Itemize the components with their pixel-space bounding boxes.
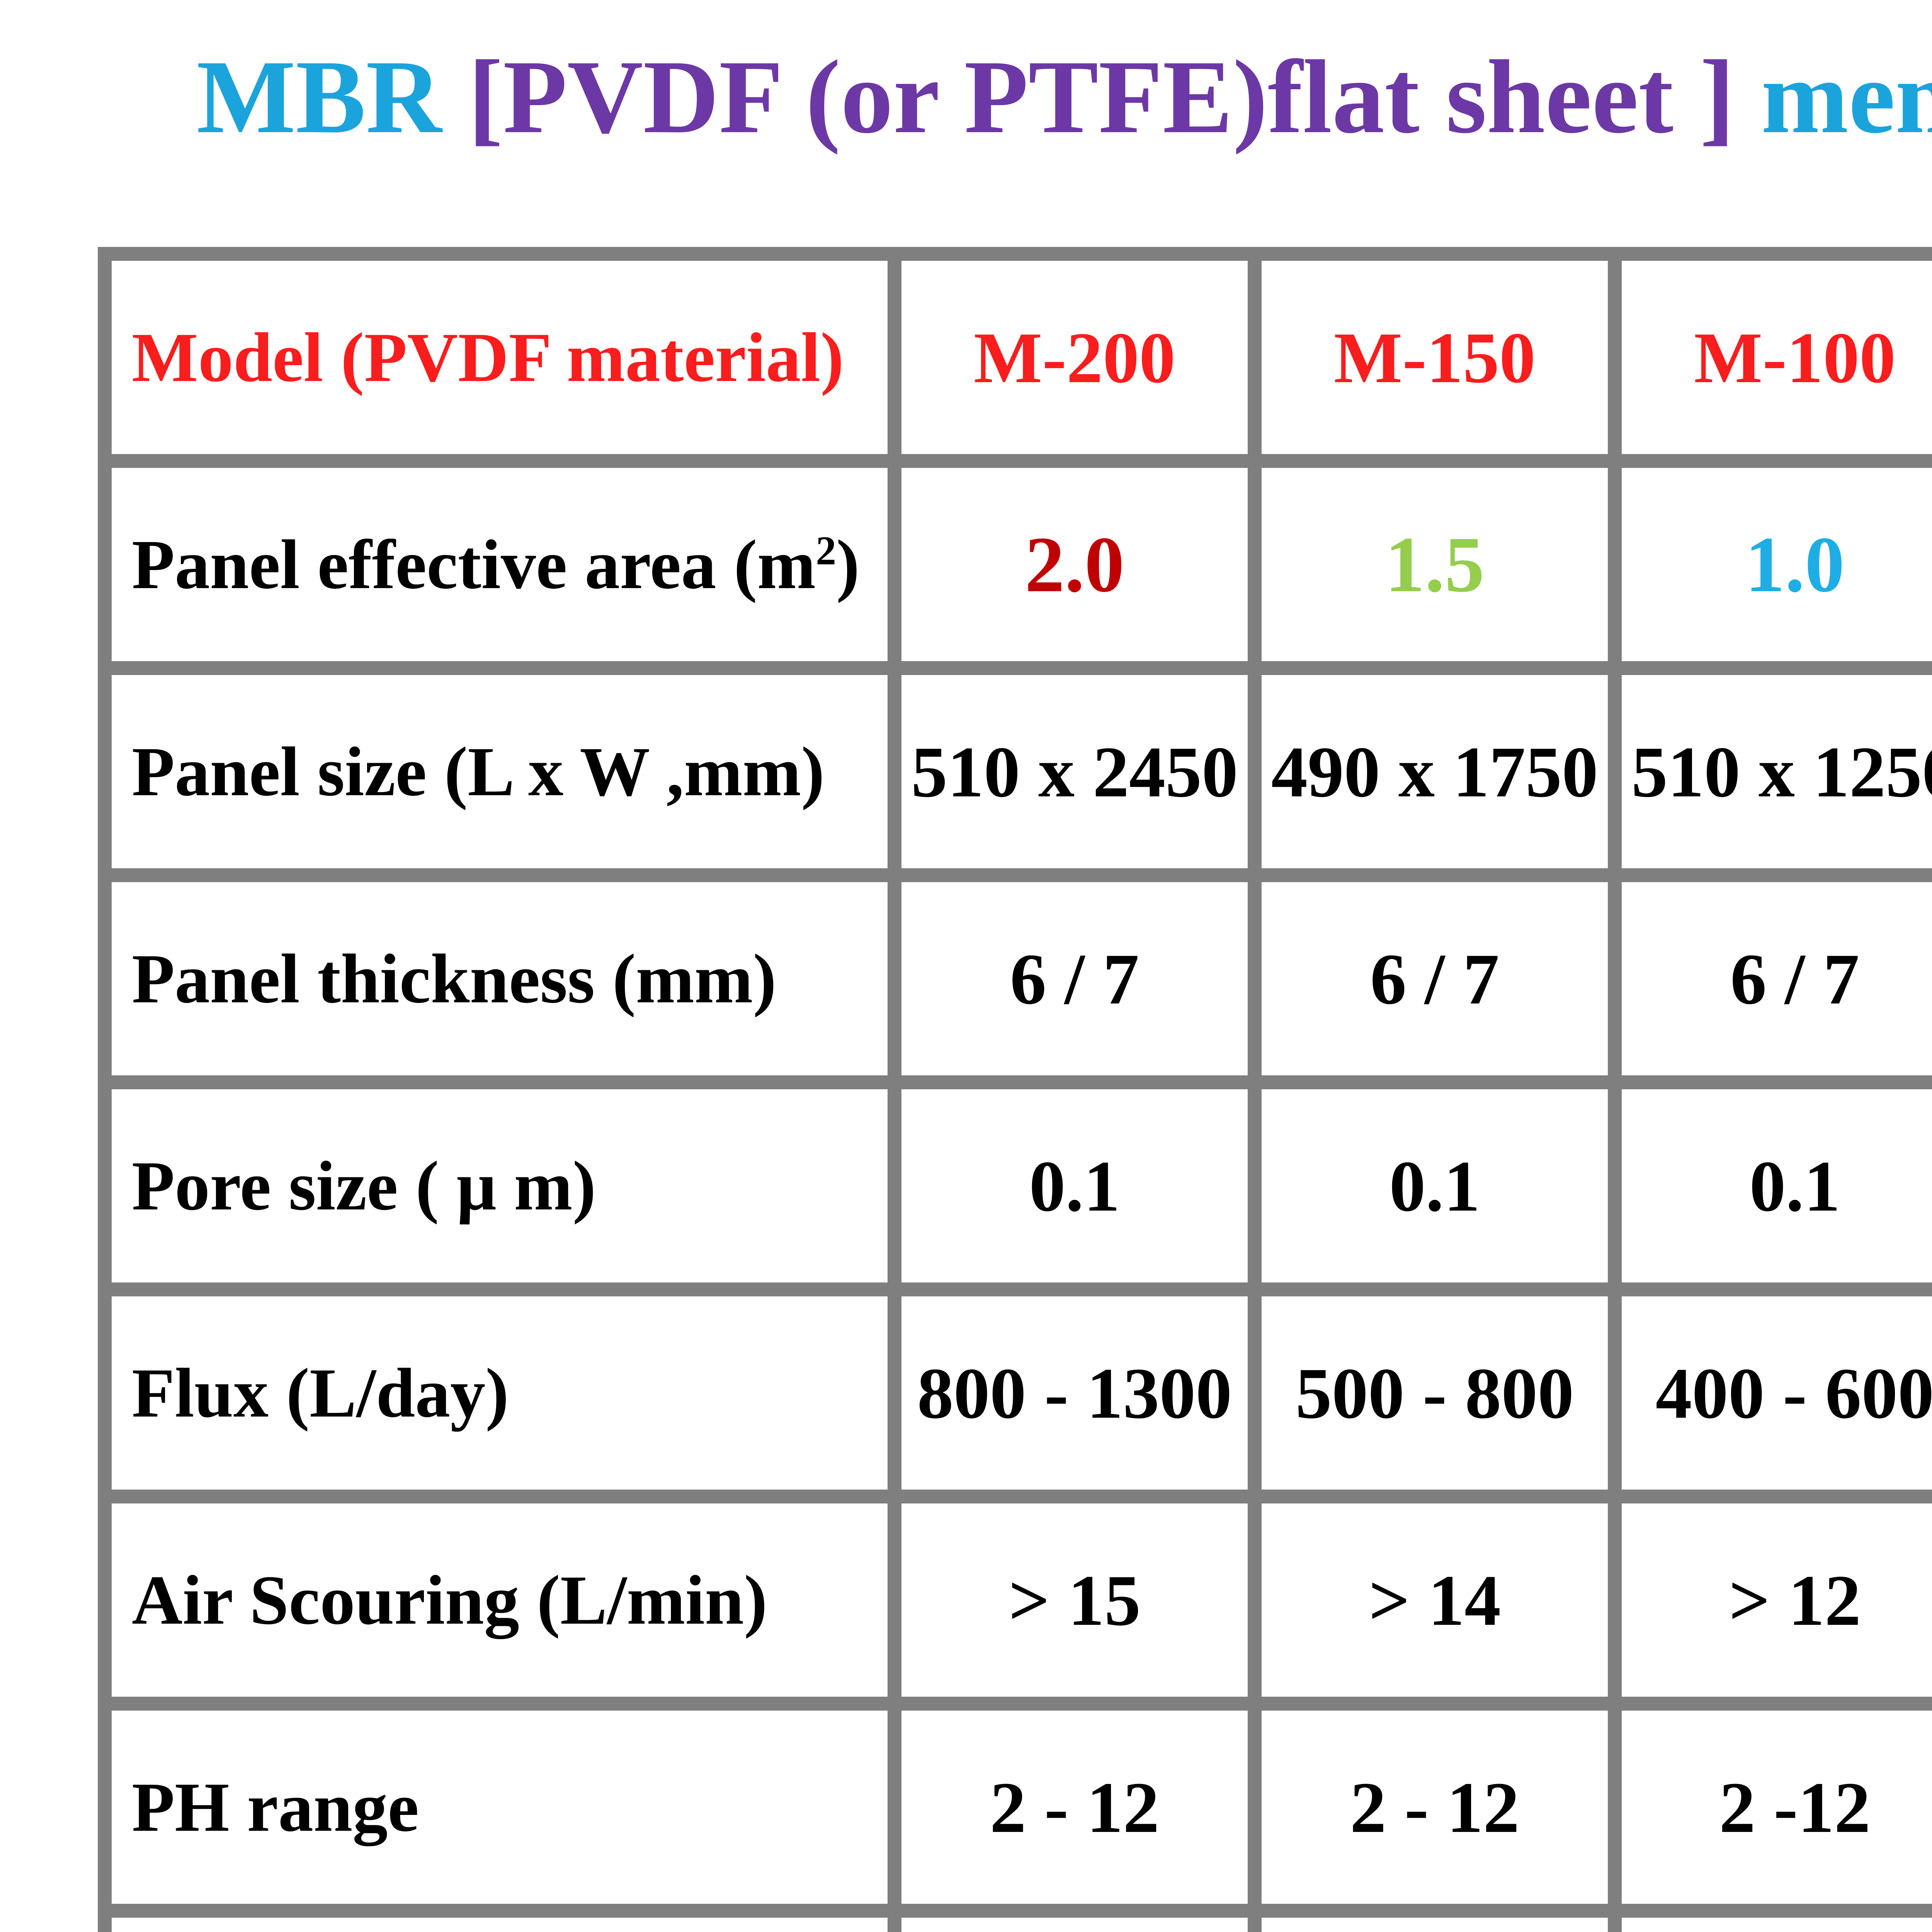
row-flux-label: Flux (L/day) xyxy=(98,1282,901,1504)
cell-size-m150: 490 x 1750 xyxy=(1248,661,1622,883)
cell-pore-m100: 0.1 xyxy=(1608,1075,1932,1297)
row-ph-range-label: PH range xyxy=(98,1697,901,1918)
row-effective-area-label-sup: 2 xyxy=(816,528,837,573)
cell-air-m100: > 12 xyxy=(1608,1490,1932,1711)
header-model-label: Model (PVDF material) xyxy=(98,247,901,468)
spec-table: Model (PVDF material) M-200 M-150 M-100 … xyxy=(98,247,1932,1932)
table-row-ph-range: PH range 2 - 12 2 - 12 2 -12 2 - 12 2 - … xyxy=(98,1697,1932,1918)
cell-air-m150: > 14 xyxy=(1248,1490,1622,1711)
title-mbr: MBR xyxy=(196,39,468,155)
table-row-pore-size: Pore size ( μ m) 0.1 0.1 0.1 0.1 0.1 xyxy=(98,1075,1932,1297)
row-pore-size-label: Pore size ( μ m) xyxy=(98,1075,901,1297)
cell-ntu-m100: < 1 xyxy=(1608,1904,1932,1932)
cell-flux-m100: 400 - 600 xyxy=(1608,1282,1932,1504)
cell-area-m100: 1.0 xyxy=(1608,454,1932,675)
cell-thickness-m100: 6 / 7 xyxy=(1608,868,1932,1090)
header-model-m200: M-200 xyxy=(888,247,1262,468)
row-effective-area-label-pre: Panel effective area (m xyxy=(132,526,816,604)
cell-air-m200: > 15 xyxy=(888,1490,1262,1711)
cell-pore-m150: 0.1 xyxy=(1248,1075,1622,1297)
page-title: MBR [PVDF (or PTFE)flat sheet ] membrane… xyxy=(0,34,1932,160)
header-model-m150: M-150 xyxy=(1248,247,1622,468)
title-bracket-segment: [PVDF (or PTFE)flat sheet ] xyxy=(468,39,1735,155)
cell-area-m200: 2.0 xyxy=(888,454,1262,675)
table-row-panel-size: Panel size (L x W ,mm) 510 x 2450 490 x … xyxy=(98,661,1932,883)
cell-thickness-m200: 6 / 7 xyxy=(888,868,1262,1090)
cell-ph-m200: 2 - 12 xyxy=(888,1697,1262,1918)
row-air-scouring-label: Air Scouring (L/min) xyxy=(98,1490,901,1711)
row-effective-area-label-post: ) xyxy=(836,526,860,604)
header-model-m100: M-100 xyxy=(1608,247,1932,468)
table-row-outlet-ntu: Outlet (NTU) < 1 < 1 < 1 <1 < 1 xyxy=(98,1904,1932,1932)
cell-ph-m100: 2 -12 xyxy=(1608,1697,1932,1918)
cell-ntu-m200: < 1 xyxy=(888,1904,1262,1932)
cell-ntu-m150: < 1 xyxy=(1248,1904,1622,1932)
row-effective-area-label: Panel effective area (m2) xyxy=(98,454,901,675)
row-thickness-label: Panel thickness (mm) xyxy=(98,868,901,1090)
table-row-thickness: Panel thickness (mm) 6 / 7 6 / 7 6 / 7 7… xyxy=(98,868,1932,1090)
cell-flux-m200: 800 - 1300 xyxy=(888,1282,1262,1504)
table-row-header: Model (PVDF material) M-200 M-150 M-100 … xyxy=(98,247,1932,468)
cell-pore-m200: 0.1 xyxy=(888,1075,1262,1297)
row-panel-size-label: Panel size (L x W ,mm) xyxy=(98,661,901,883)
table-row-air-scouring: Air Scouring (L/min) > 15 > 14 > 12 > 10… xyxy=(98,1490,1932,1711)
cell-size-m100: 510 x 1250 xyxy=(1608,661,1932,883)
table-row-flux: Flux (L/day) 800 - 1300 500 - 800 400 - … xyxy=(98,1282,1932,1504)
row-outlet-ntu-label: Outlet (NTU) xyxy=(98,1904,901,1932)
title-membrane-segment: membrane (panel) xyxy=(1761,39,1932,155)
cell-size-m200: 510 x 2450 xyxy=(888,661,1262,883)
cell-flux-m150: 500 - 800 xyxy=(1248,1282,1622,1504)
cell-area-m150: 1.5 xyxy=(1248,454,1622,675)
cell-thickness-m150: 6 / 7 xyxy=(1248,868,1622,1090)
cell-ph-m150: 2 - 12 xyxy=(1248,1697,1622,1918)
table-row-effective-area: Panel effective area (m2) 2.0 1.5 1.0 0.… xyxy=(98,454,1932,675)
